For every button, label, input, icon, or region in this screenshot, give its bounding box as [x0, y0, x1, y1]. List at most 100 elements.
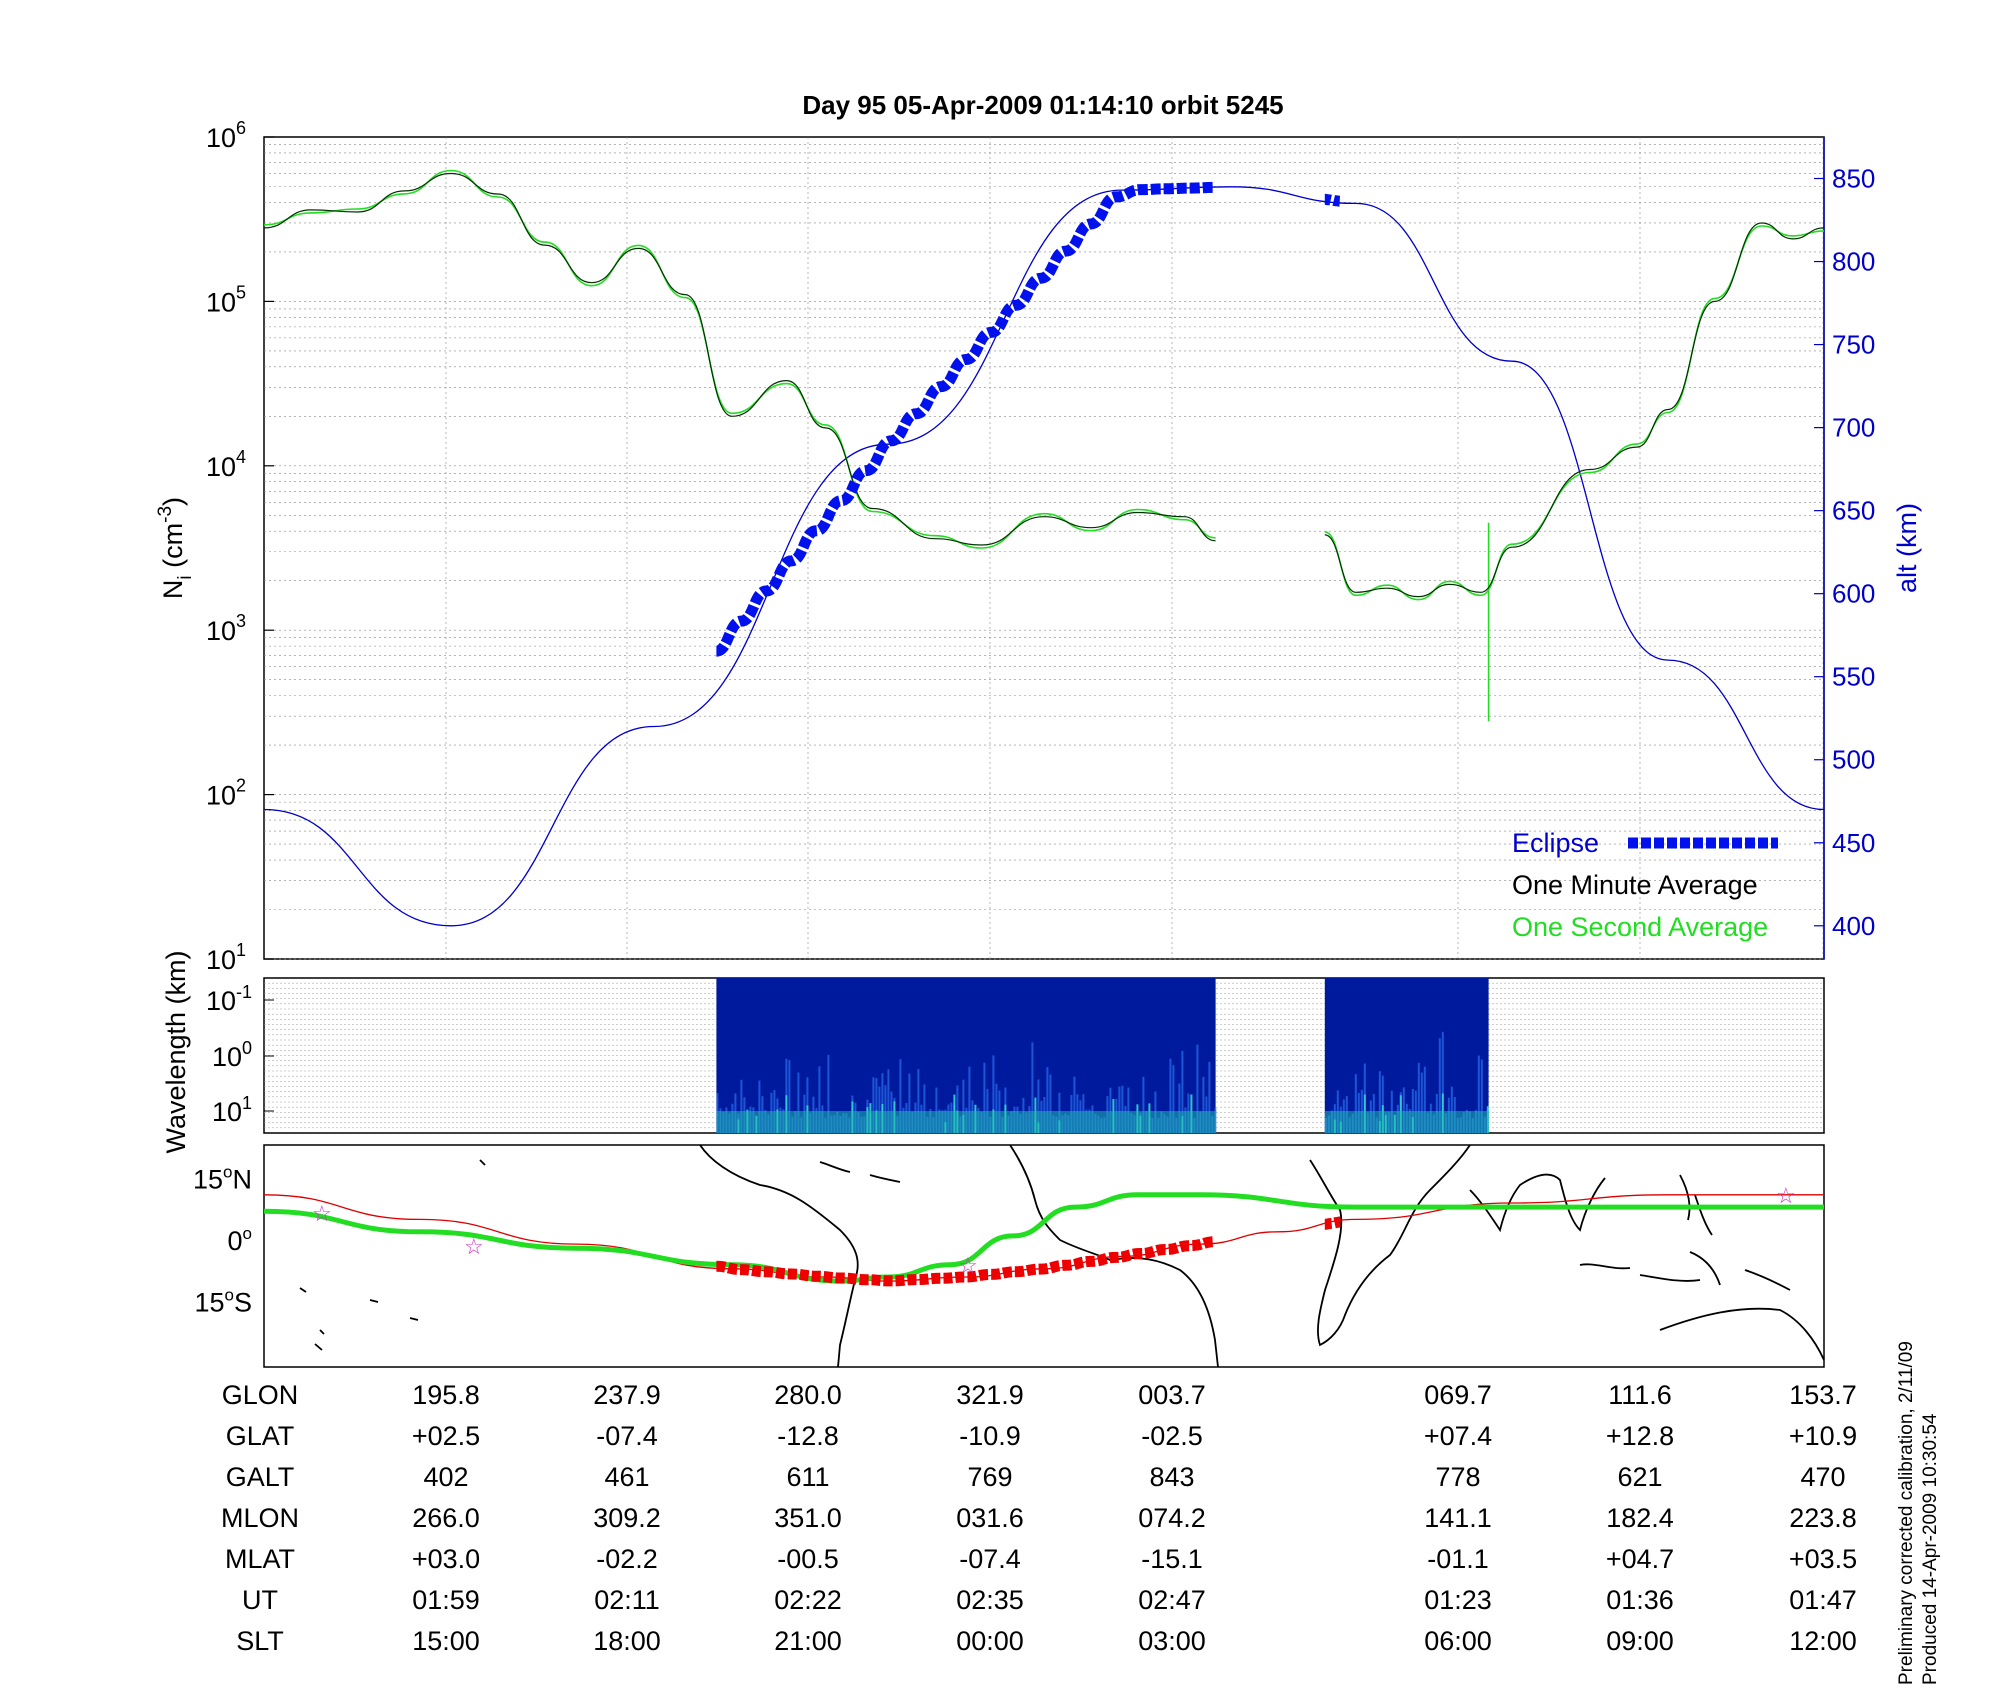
- spectrogram-low-band: [1324, 1111, 1489, 1133]
- table-cell: -02.2: [596, 1544, 658, 1574]
- table-row: MLON 266.0 309.2 351.0 031.6 074.2 141.1 182.4 2…: [0, 1503, 2000, 1543]
- spectrogram-column: [1196, 1044, 1199, 1133]
- table-cell: +07.4: [1423, 1421, 1493, 1451]
- altitude-tick-label: 650: [1832, 496, 1875, 526]
- table-cell: 611: [786, 1462, 830, 1492]
- star-marker-4: ☆: [1776, 1183, 1796, 1208]
- spectrogram-column: [887, 1069, 890, 1133]
- table-cell: 769: [967, 1462, 1013, 1492]
- legend-one-minute-label: One Minute Average: [1512, 870, 1758, 900]
- wavelength-axis-ticks: 10-1 100 101: [206, 982, 274, 1127]
- table-cell: 01:36: [1606, 1585, 1674, 1615]
- spectrogram-column: [827, 1054, 830, 1133]
- top-grid: [264, 137, 1824, 960]
- legend: Eclipse One Minute Average One Second Av…: [1512, 828, 1778, 942]
- table-cell: 280.0: [774, 1380, 842, 1410]
- altitude-tick-label: 750: [1832, 330, 1875, 360]
- calibration-line: Preliminary corrected calibration, 2/11/…: [1896, 1341, 1917, 1685]
- table-row: GLAT +02.5 -07.4 -12.8 -10.9 -02.5 +07.4 +12.8 +…: [0, 1421, 2000, 1461]
- table-cell: +03.0: [411, 1544, 481, 1574]
- density-tick-label: 103: [206, 611, 246, 646]
- row-label: MLON: [220, 1503, 299, 1533]
- table-cell: 01:59: [412, 1585, 480, 1615]
- spectrogram-column: [1172, 1065, 1175, 1133]
- table-cell: 195.8: [412, 1380, 480, 1410]
- spectrogram-column: [1477, 1055, 1480, 1133]
- table-cell: 06:00: [1424, 1626, 1492, 1656]
- spectrogram-column: [968, 1066, 971, 1133]
- table-cell: 182.4: [1606, 1503, 1674, 1533]
- row-label: GALT: [225, 1462, 295, 1492]
- eclipse-track-segment-2: [1323, 1216, 1342, 1230]
- map-panel: ☆ ☆ ☆ ☆ 15oN 0o 15oS: [193, 1144, 1825, 1368]
- altitude-tick-label: 850: [1832, 164, 1875, 194]
- row-label: GLAT: [225, 1421, 295, 1451]
- table-cell: -07.4: [959, 1544, 1021, 1574]
- table-cell: 223.8: [1789, 1503, 1857, 1533]
- table-cell: 21:00: [774, 1626, 842, 1656]
- table-cell: 321.9: [956, 1380, 1024, 1410]
- spectrogram-low-band: [716, 1111, 1216, 1133]
- density-one-second-line: [263, 169, 1216, 549]
- table-cell: +02.5: [411, 1421, 481, 1451]
- table-cell: 02:22: [774, 1585, 842, 1615]
- spectrogram-column: [1109, 1087, 1112, 1133]
- table-cell: 03:00: [1138, 1626, 1206, 1656]
- spectrogram-column: [872, 1077, 875, 1133]
- spectrogram-background: [716, 978, 1216, 1133]
- spectrogram-column: [995, 1083, 998, 1133]
- latitude-tick-label: 15oS: [194, 1286, 252, 1318]
- spectrogram-column: [935, 1087, 938, 1133]
- spectrogram-column: [956, 1085, 959, 1133]
- table-row: SLT 15:00 18:00 21:00 00:00 03:00 06:00 09:00 12…: [0, 1626, 2000, 1666]
- chart-title: Day 95 05-Apr-2009 01:14:10 orbit 5245: [802, 90, 1283, 120]
- table-cell: +03.5: [1788, 1544, 1858, 1574]
- table-cell: 031.6: [956, 1503, 1024, 1533]
- spectrogram-column: [1423, 1066, 1426, 1133]
- latitude-tick-label: 0o: [228, 1224, 253, 1256]
- spectrogram-column: [1378, 1071, 1381, 1133]
- altitude-axis-ticks: 400 450 500 550 600 650 700 750 800 850: [1814, 137, 1875, 959]
- latitude-axis-ticks: 15oN 0o 15oS: [193, 1162, 252, 1317]
- table-cell: 074.2: [1138, 1503, 1206, 1533]
- table-cell: +04.7: [1605, 1544, 1675, 1574]
- spectrogram-column: [1208, 1061, 1211, 1133]
- spectrogram-column: [740, 1079, 743, 1133]
- table-cell: 309.2: [593, 1503, 661, 1533]
- table-cell: 266.0: [412, 1503, 480, 1533]
- altitude-line: [263, 186, 1825, 927]
- spectrogram-column: [1480, 1059, 1483, 1133]
- spectrogram-column: [1417, 1062, 1420, 1133]
- row-label: GLON: [221, 1380, 299, 1410]
- density-tick-label: 101: [206, 940, 246, 975]
- table-cell: -10.9: [959, 1421, 1021, 1451]
- spectrogram-column: [758, 1080, 761, 1133]
- spectrogram-column: [1142, 1076, 1145, 1133]
- table-cell: 402: [423, 1462, 469, 1492]
- density-tick-label: 105: [206, 282, 246, 317]
- table-cell: 778: [1435, 1462, 1481, 1492]
- spectrogram-column: [992, 1055, 995, 1133]
- wavelength-tick-label: 100: [212, 1038, 252, 1072]
- density-axis-ticks: 101 102 103 104 105 106: [206, 118, 274, 975]
- table-cell: 15:00: [412, 1626, 480, 1656]
- produced-line: Produced 14-Apr-2009 10:30:54: [1920, 1413, 1941, 1685]
- spectrogram-column: [1178, 1083, 1181, 1133]
- density-tick-label: 102: [206, 776, 246, 811]
- spectrogram-column: [806, 1077, 809, 1133]
- spectrogram-column: [818, 1066, 821, 1133]
- spectrogram-column: [1202, 1077, 1205, 1133]
- density-tick-label: 106: [206, 118, 246, 153]
- table-cell: -02.5: [1141, 1421, 1203, 1451]
- table-cell: 01:47: [1789, 1585, 1857, 1615]
- spectrogram-column: [1121, 1085, 1124, 1133]
- table-cell: -07.4: [596, 1421, 658, 1451]
- star-marker-2: ☆: [464, 1234, 484, 1259]
- altitude-tick-label: 600: [1832, 579, 1875, 609]
- star-marker-3: ☆: [958, 1253, 978, 1278]
- table-row: UT 01:59 02:11 02:22 02:35 02:47 01:23 01:36 01:…: [0, 1585, 2000, 1625]
- row-label: MLAT: [224, 1544, 295, 1574]
- spectrogram-column: [1073, 1076, 1076, 1133]
- spectrogram-column: [1438, 1038, 1441, 1133]
